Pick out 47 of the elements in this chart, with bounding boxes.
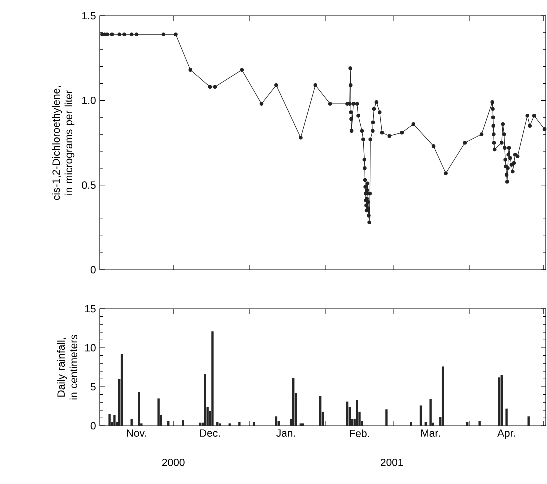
y-axis-title: Daily rainfall, in centimeters xyxy=(57,335,78,400)
bar xyxy=(275,416,278,426)
y-axis-title: cis-1,2-Dichloroethylene, in micrograms per liter xyxy=(52,86,75,200)
bar xyxy=(500,375,503,426)
bar xyxy=(212,332,214,426)
bar xyxy=(478,421,481,426)
bar xyxy=(204,374,206,426)
bar xyxy=(356,400,358,426)
bar xyxy=(120,354,124,426)
y-tick-label: 10 xyxy=(85,344,96,352)
bar xyxy=(238,422,241,426)
text: 2000 xyxy=(162,458,185,466)
x-tick-label: Apr. xyxy=(498,430,516,440)
bar xyxy=(292,378,295,426)
bar xyxy=(420,406,422,426)
bar xyxy=(216,422,219,426)
y-tick-label: 15 xyxy=(85,305,96,313)
bar xyxy=(386,410,388,426)
bar xyxy=(410,422,412,426)
y-tick-label: 0 xyxy=(90,422,96,430)
bar xyxy=(182,420,184,426)
bar xyxy=(466,422,469,426)
bar xyxy=(442,366,444,426)
y-tick-label: 5 xyxy=(90,383,96,391)
y-tick-label: 1.0 xyxy=(82,96,96,104)
x-tick-label: Mar. xyxy=(422,430,440,437)
x-tick-label: Dec. xyxy=(200,430,220,437)
text: 2001 xyxy=(381,458,404,466)
bar xyxy=(253,422,256,426)
bar xyxy=(108,414,111,426)
bar xyxy=(138,392,140,426)
bar xyxy=(498,378,501,426)
bar xyxy=(130,418,133,426)
y-tick-label: 1.5 xyxy=(82,12,96,20)
bar xyxy=(430,399,432,426)
bar xyxy=(319,396,322,426)
bar xyxy=(424,422,428,426)
bar xyxy=(506,408,508,426)
bar xyxy=(114,415,116,426)
x-tick-label: Jan. xyxy=(276,430,296,437)
x-tick-label: Nov. xyxy=(127,430,146,437)
bar xyxy=(158,398,160,426)
x-tick-label: Feb. xyxy=(350,430,370,438)
bar xyxy=(346,402,349,426)
y-tick-label: 0 xyxy=(90,266,96,274)
bar xyxy=(528,416,530,426)
y-tick-label: 0.5 xyxy=(82,182,96,190)
